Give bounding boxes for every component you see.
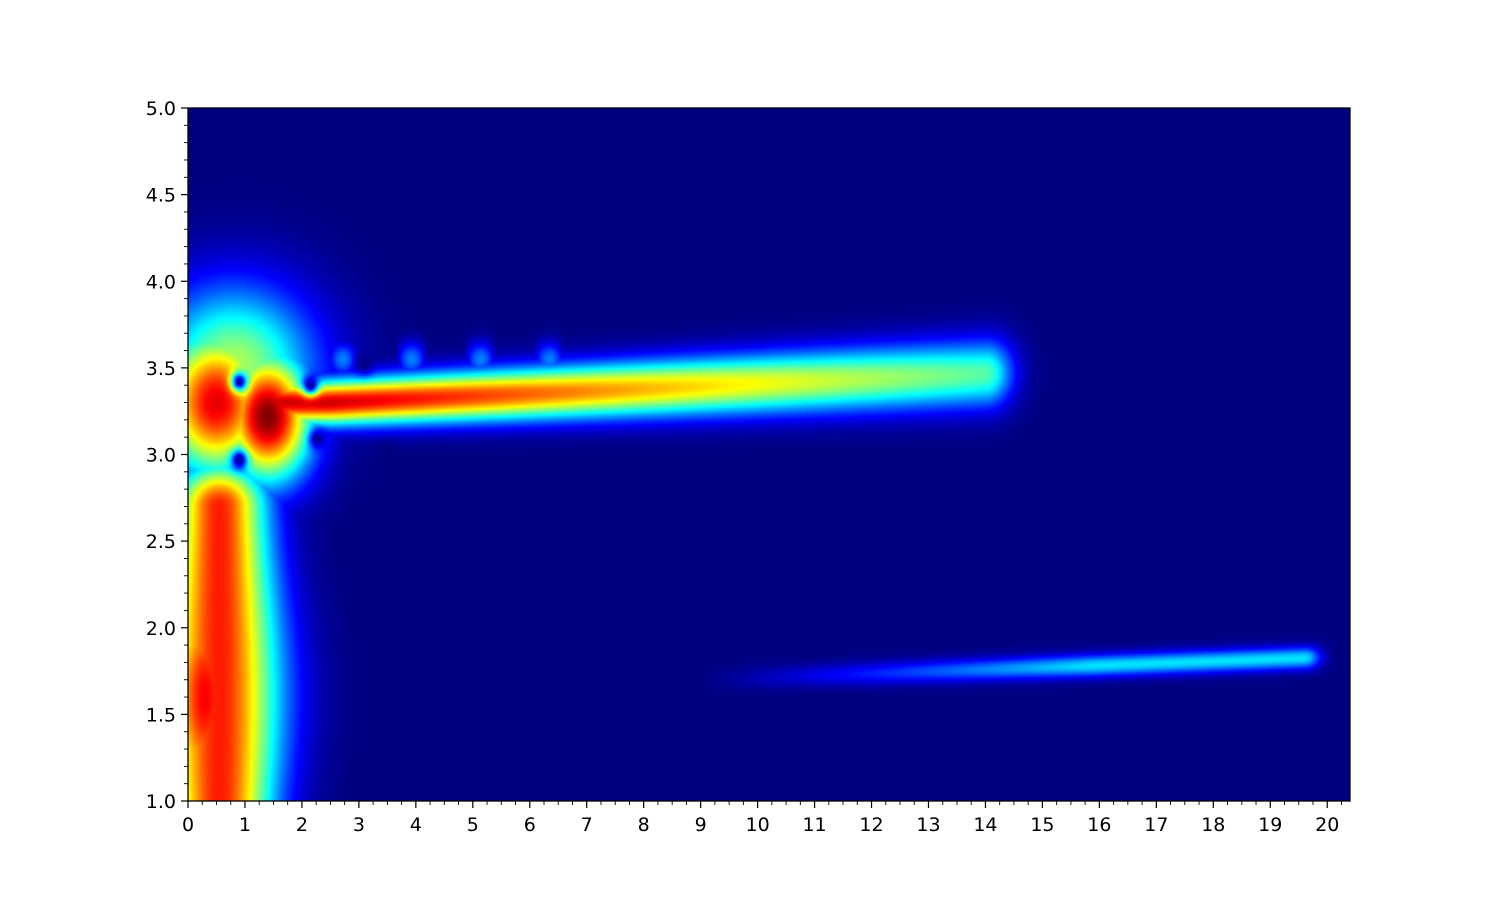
x-tick-label: 2 — [296, 814, 308, 836]
x-tick-label: 12 — [859, 814, 883, 836]
y-tick-label: 3.0 — [146, 445, 176, 467]
y-tick-label: 1.5 — [146, 704, 176, 726]
plot-area — [187, 107, 1351, 802]
x-tick-label: 15 — [1030, 814, 1054, 836]
x-tick-label: 3 — [353, 814, 365, 836]
x-tick-label: 17 — [1144, 814, 1168, 836]
y-tick-label: 4.0 — [146, 271, 176, 293]
x-tick-label: 5 — [467, 814, 479, 836]
x-tick-label: 13 — [916, 814, 940, 836]
y-tick-label: 5.0 — [146, 98, 176, 120]
x-tick-label: 14 — [973, 814, 997, 836]
x-tick-label: 0 — [182, 814, 194, 836]
x-tick-label: 10 — [746, 814, 770, 836]
x-tick-label: 11 — [802, 814, 826, 836]
y-tick-label: 3.5 — [146, 358, 176, 380]
y-tick-label: 2.0 — [146, 618, 176, 640]
x-tick-label: 18 — [1201, 814, 1225, 836]
x-tick-label: 16 — [1087, 814, 1111, 836]
x-tick-label: 1 — [239, 814, 251, 836]
x-tick-label: 6 — [524, 814, 536, 836]
x-axis: 0 1 2 3 4 5 6 7 8 9 10 11 12 13 14 15 16 17 18 19 20 — [182, 801, 1342, 836]
y-axis: 1.0 1.5 2.0 2.5 3.0 3.5 4.0 4.5 5.0 — [146, 98, 188, 813]
x-tick-label: 4 — [410, 814, 422, 836]
heatmap-image — [188, 108, 1350, 801]
x-tick-label: 9 — [695, 814, 707, 836]
x-tick-label: 7 — [581, 814, 593, 836]
x-tick-label: 20 — [1315, 814, 1339, 836]
y-tick-label: 2.5 — [146, 531, 176, 553]
x-tick-label: 8 — [638, 814, 650, 836]
y-tick-label: 4.5 — [146, 185, 176, 207]
x-tick-label: 19 — [1258, 814, 1282, 836]
y-tick-label: 1.0 — [146, 791, 176, 813]
